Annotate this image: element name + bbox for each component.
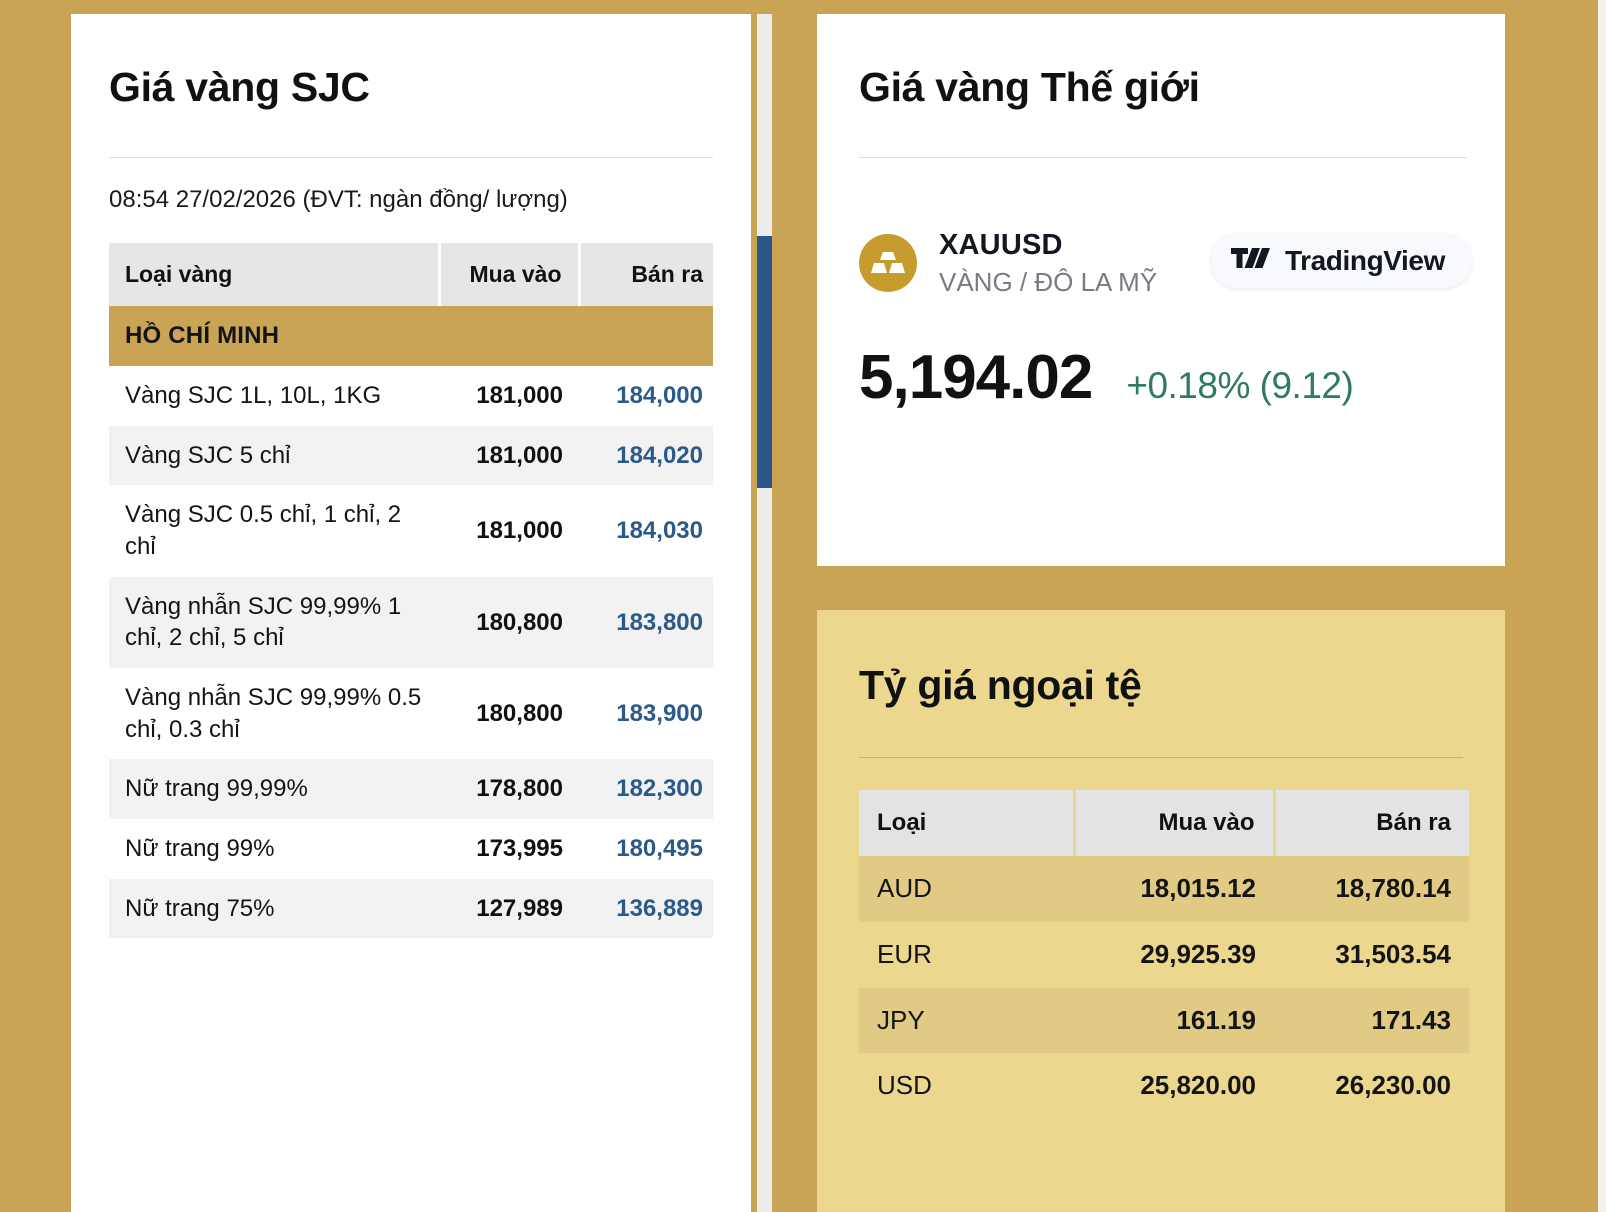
table-row[interactable]: USD 25,820.00 26,230.00	[859, 1053, 1469, 1119]
sjc-row-type: Vàng nhẫn SJC 99,99% 0.5 chỉ, 0.3 chỉ	[125, 684, 422, 743]
forex-page-title: Tỷ giá ngoại tệ	[859, 662, 1142, 708]
sjc-title-divider	[109, 157, 713, 159]
table-row[interactable]: AUD 18,015.12 18,780.14	[859, 856, 1469, 922]
sjc-row-type: Vàng SJC 5 chỉ	[109, 425, 439, 486]
sjc-row-type: Vàng SJC 0.5 chỉ, 1 chỉ, 2 chỉ	[125, 501, 402, 561]
sjc-col-sell: Bán ra	[579, 243, 713, 307]
world-gold-price: 5,194.02	[859, 342, 1093, 412]
sjc-row-sell: 183,900	[616, 699, 703, 727]
table-row[interactable]: EUR 29,925.39 31,503.54	[859, 922, 1469, 988]
forex-row-sell: 31,503.54	[1335, 938, 1451, 969]
ticker-symbol: XAUUSD	[939, 229, 1063, 261]
tradingview-badge[interactable]: TradingView	[1210, 234, 1471, 288]
world-gold-price-card: Giá vàng Thế giới XAUUSD VÀNG / ĐÔ LA MỸ	[817, 14, 1505, 566]
sjc-row-buy: 178,800	[439, 759, 579, 820]
gold-bars-icon	[859, 233, 917, 292]
table-row[interactable]: Vàng SJC 5 chỉ 181,000 184,020	[109, 425, 713, 486]
world-gold-change: +0.18% (9.12)	[1126, 364, 1354, 406]
forex-row-sell: 171.43	[1274, 987, 1469, 1054]
sjc-row-buy: 173,995	[476, 835, 563, 863]
forex-col-type: Loại	[859, 790, 1076, 856]
forex-row-code: AUD	[859, 856, 1074, 922]
sjc-scrollbar-track[interactable]	[757, 14, 772, 1212]
ticker-description: VÀNG / ĐÔ LA MỸ	[939, 266, 1158, 297]
sjc-region-label: HỒ CHÍ MINH	[109, 306, 713, 366]
table-row[interactable]: Vàng SJC 0.5 chỉ, 1 chỉ, 2 chỉ 181,000 1…	[109, 485, 713, 576]
forex-col-sell: Bán ra	[1274, 790, 1469, 856]
sjc-price-table: Loại vàng Mua vào Bán ra HỒ CHÍ MINH Vàn…	[109, 243, 713, 939]
forex-title-divider	[859, 757, 1463, 758]
sjc-scrollbar-thumb[interactable]	[757, 236, 772, 488]
sjc-row-sell: 184,030	[616, 517, 703, 545]
sjc-row-buy: 181,000	[476, 517, 563, 545]
table-row[interactable]: Nữ trang 99% 173,995 180,495	[109, 819, 713, 879]
sjc-timestamp-unit: 08:54 27/02/2026 (ĐVT: ngàn đồng/ lượng)	[109, 186, 568, 214]
sjc-row-type: Vàng nhẫn SJC 99,99% 1 chỉ, 2 chỉ, 5 chỉ	[109, 576, 439, 669]
forex-row-buy: 29,925.39	[1140, 938, 1256, 969]
table-row[interactable]: Vàng nhẫn SJC 99,99% 1 chỉ, 2 chỉ, 5 chỉ…	[109, 576, 713, 669]
forex-row-code: JPY	[859, 987, 1074, 1054]
sjc-row-sell: 184,000	[616, 382, 703, 409]
table-row[interactable]: JPY 161.19 171.43	[859, 987, 1469, 1054]
sjc-row-type: Nữ trang 99,99%	[109, 759, 439, 820]
forex-rates-card: Tỷ giá ngoại tệ Loại Mua vào Bán ra AUD …	[817, 610, 1505, 1212]
sjc-col-type: Loại vàng	[109, 243, 441, 307]
sjc-row-sell: 180,495	[616, 835, 703, 863]
sjc-row-type: Nữ trang 99%	[125, 835, 275, 863]
table-row[interactable]: Nữ trang 75% 127,989 136,889	[109, 878, 713, 939]
sjc-row-type: Vàng SJC 1L, 10L, 1KG	[125, 382, 382, 409]
forex-row-sell: 26,230.00	[1335, 1070, 1451, 1101]
tradingview-ticker-row[interactable]: XAUUSD VÀNG / ĐÔ LA MỸ TradingView	[859, 228, 1471, 298]
forex-row-code: USD	[877, 1070, 932, 1101]
sjc-row-buy: 180,800	[476, 699, 563, 727]
sjc-page-title: Giá vàng SJC	[109, 64, 370, 110]
forex-row-buy: 18,015.12	[1074, 856, 1274, 922]
tradingview-logo-icon	[1230, 246, 1271, 277]
table-row[interactable]: Vàng nhẫn SJC 99,99% 0.5 chỉ, 0.3 chỉ 18…	[109, 668, 713, 759]
forex-table-header-row: Loại Mua vào Bán ra	[859, 790, 1469, 856]
sjc-region-row: HỒ CHÍ MINH	[109, 306, 713, 366]
forex-rates-table: Loại Mua vào Bán ra AUD 18,015.12 18,780…	[859, 790, 1469, 1119]
forex-row-code: EUR	[877, 938, 932, 969]
sjc-col-buy: Mua vào	[439, 243, 581, 307]
forex-row-buy: 161.19	[1074, 987, 1274, 1054]
sjc-row-sell: 183,800	[579, 576, 713, 669]
sjc-row-buy: 127,989	[439, 878, 579, 939]
sjc-row-sell: 182,300	[579, 759, 713, 820]
sjc-row-buy: 181,000	[476, 382, 563, 409]
tradingview-label: TradingView	[1284, 245, 1445, 276]
sjc-row-buy: 180,800	[439, 576, 579, 669]
table-row[interactable]: Vàng SJC 1L, 10L, 1KG 181,000 184,000	[109, 366, 713, 426]
world-price-row: 5,194.02 +0.18% (9.12)	[859, 342, 1467, 413]
sjc-row-sell: 136,889	[579, 878, 713, 939]
sjc-gold-price-card: Giá vàng SJC 08:54 27/02/2026 (ĐVT: ngàn…	[71, 14, 751, 1212]
sjc-table-header-row: Loại vàng Mua vào Bán ra	[109, 243, 713, 307]
sjc-row-type: Nữ trang 75%	[109, 878, 439, 939]
right-edge-strip	[1598, 0, 1606, 1212]
forex-col-buy: Mua vào	[1074, 790, 1276, 856]
sjc-row-sell: 184,020	[579, 425, 713, 486]
world-title-divider	[859, 157, 1467, 158]
world-page-title: Giá vàng Thế giới	[859, 64, 1200, 110]
sjc-row-buy: 181,000	[439, 425, 579, 486]
table-row[interactable]: Nữ trang 99,99% 178,800 182,300	[109, 759, 713, 820]
forex-row-buy: 25,820.00	[1140, 1070, 1256, 1101]
forex-row-sell: 18,780.14	[1274, 856, 1469, 922]
